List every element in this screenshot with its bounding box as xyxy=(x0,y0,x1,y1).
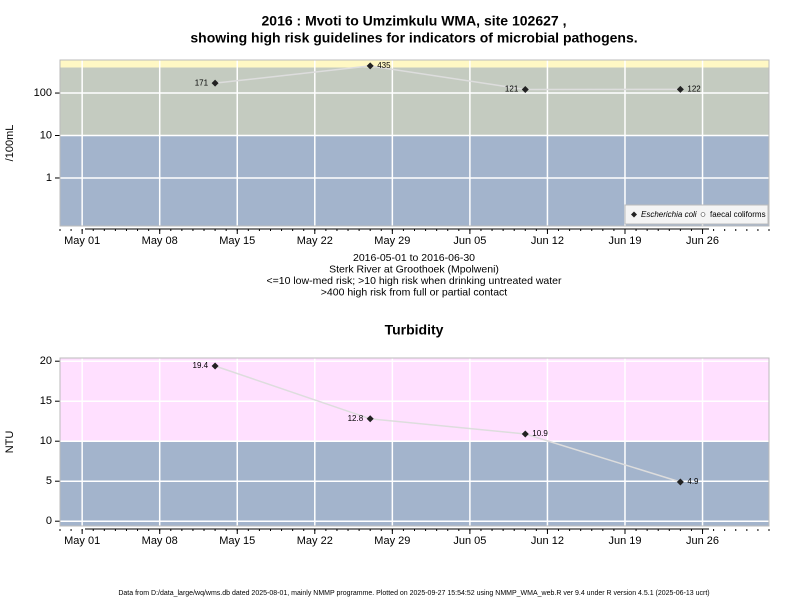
data-label: 12.8 xyxy=(348,414,364,423)
chart-subtitle: Sterk River at Groothoek (Mpolweni) xyxy=(329,263,499,275)
y-tick-label: 20 xyxy=(40,355,52,367)
x-tick-label: Jun 19 xyxy=(608,535,641,547)
risk-band xyxy=(60,441,769,526)
x-tick-label: Jun 05 xyxy=(453,535,486,547)
data-label: 122 xyxy=(687,84,701,93)
x-tick-label: Jun 26 xyxy=(686,535,719,547)
chart-title: Turbidity xyxy=(385,322,444,338)
data-label: 435 xyxy=(377,61,391,70)
chart-title: 2016 : Mvoti to Umzimkulu WMA, site 1026… xyxy=(262,13,567,29)
x-tick-label: Jun 12 xyxy=(531,235,564,247)
y-tick-label: 5 xyxy=(46,475,52,487)
x-tick-label: Jun 19 xyxy=(608,235,641,247)
data-label: 10.9 xyxy=(532,429,548,438)
data-label: 121 xyxy=(505,85,519,94)
legend-box xyxy=(624,204,769,225)
x-tick-label: May 08 xyxy=(142,535,178,547)
series-line xyxy=(215,65,681,91)
x-tick-label: May 08 xyxy=(142,235,178,247)
data-point xyxy=(521,86,529,94)
y-axis-label: /100mL xyxy=(4,125,16,162)
data-point xyxy=(211,362,219,370)
plot-border xyxy=(59,357,770,527)
y-axis-label: NTU xyxy=(4,431,16,454)
risk-band xyxy=(60,67,769,136)
chart-subtitle: <=10 low-med risk; >10 high risk when dr… xyxy=(266,275,562,287)
x-tick-label: May 01 xyxy=(64,235,100,247)
data-point xyxy=(366,62,374,70)
legend-marker xyxy=(700,212,706,217)
y-tick-label: 15 xyxy=(40,395,52,407)
legend-label: faecal coliforms xyxy=(710,210,766,219)
risk-band xyxy=(60,358,769,442)
risk-band xyxy=(60,60,769,68)
x-tick-label: Jun 26 xyxy=(686,235,719,247)
x-tick-label: May 15 xyxy=(219,235,255,247)
legend-label: Escherichia coli xyxy=(641,210,697,219)
chart-subtitle: 2016-05-01 to 2016-06-30 xyxy=(353,252,475,264)
y-tick-label: 10 xyxy=(40,129,52,141)
data-point xyxy=(676,85,684,93)
data-point xyxy=(676,478,684,486)
y-tick-label: 10 xyxy=(40,435,52,447)
x-tick-label: May 22 xyxy=(297,235,333,247)
series-line xyxy=(214,365,681,483)
plot-border xyxy=(59,59,770,227)
data-point xyxy=(366,415,374,423)
footer: Data from D:/data_large/wq/wms.db dated … xyxy=(118,590,709,597)
y-tick-label: 100 xyxy=(34,87,52,99)
data-label: 171 xyxy=(195,78,209,87)
x-tick-label: May 22 xyxy=(297,535,333,547)
data-label: 19.4 xyxy=(193,361,209,370)
x-tick-label: May 01 xyxy=(64,535,100,547)
x-tick-label: May 29 xyxy=(374,235,410,247)
y-tick-label: 1 xyxy=(46,172,52,184)
x-tick-label: May 15 xyxy=(219,535,255,547)
chart-subtitle: >400 high risk from full or partial cont… xyxy=(321,286,508,298)
legend-marker xyxy=(631,211,637,218)
x-tick-label: May 29 xyxy=(374,535,410,547)
x-tick-label: Jun 12 xyxy=(531,535,564,547)
data-point xyxy=(211,79,219,87)
y-tick-label: 0 xyxy=(46,515,52,527)
data-label: 4.9 xyxy=(687,477,699,486)
x-tick-label: Jun 05 xyxy=(453,235,486,247)
chart-title: showing high risk guidelines for indicat… xyxy=(190,30,637,46)
data-point xyxy=(521,430,529,438)
